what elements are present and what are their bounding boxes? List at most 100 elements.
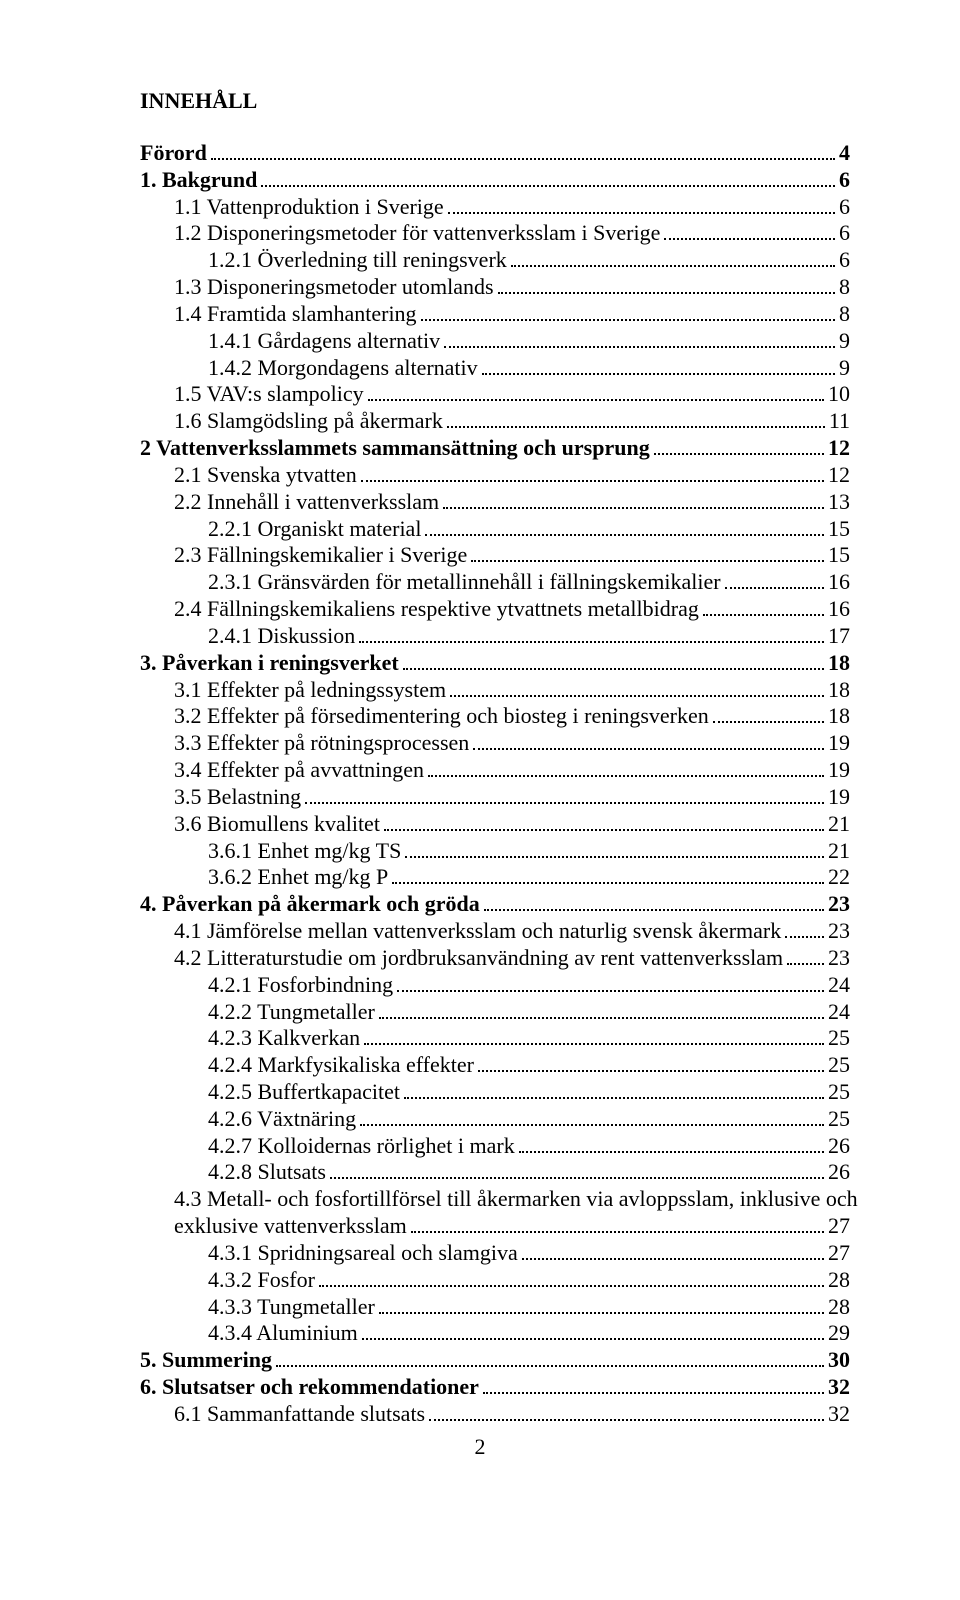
toc-leader-dots bbox=[319, 1271, 824, 1287]
toc-entry-page: 21 bbox=[828, 811, 850, 838]
toc-entry-page: 9 bbox=[839, 355, 850, 382]
toc-leader-dots bbox=[421, 305, 835, 321]
toc-entry-label: 4.2.7 Kolloidernas rörlighet i mark bbox=[208, 1133, 515, 1160]
toc-entry: 1.4.1 Gårdagens alternativ 9 bbox=[140, 328, 850, 355]
toc-entry: 4.2.3 Kalkverkan25 bbox=[140, 1025, 850, 1052]
toc-entry-label: 4.2.5 Buffertkapacitet bbox=[208, 1079, 400, 1106]
toc-leader-dots bbox=[397, 976, 824, 992]
toc-entry-page: 18 bbox=[828, 650, 850, 677]
toc-leader-dots bbox=[471, 547, 824, 563]
toc-entry: 2 Vattenverksslammets sammansättning och… bbox=[140, 435, 850, 462]
toc-entry-page: 27 bbox=[828, 1240, 850, 1267]
toc-entry-page: 32 bbox=[828, 1401, 850, 1428]
toc-entry-label: 6.1 Sammanfattande slutsats bbox=[174, 1401, 425, 1428]
toc-entry-label: 4.1 Jämförelse mellan vattenverksslam oc… bbox=[174, 918, 781, 945]
toc-entry-page: 25 bbox=[828, 1052, 850, 1079]
toc-entry-page: 25 bbox=[828, 1025, 850, 1052]
toc-entry: 1.6 Slamgödsling på åkermark11 bbox=[140, 408, 850, 435]
toc-entry-label: 1.4.2 Morgondagens alternativ bbox=[208, 355, 478, 382]
toc-entry-page: 21 bbox=[828, 838, 850, 865]
toc-entry: 4.3.4 Aluminium29 bbox=[140, 1320, 850, 1347]
toc-entry-label: 4.2.8 Slutsats bbox=[208, 1159, 326, 1186]
toc-entry-page: 9 bbox=[839, 328, 850, 355]
toc-entry: 3.2 Effekter på försedimentering och bio… bbox=[140, 703, 850, 730]
toc-entry-page: 28 bbox=[828, 1267, 850, 1294]
toc-leader-dots bbox=[787, 949, 824, 965]
toc-entry-page: 8 bbox=[839, 274, 850, 301]
toc-leader-dots bbox=[404, 1083, 824, 1099]
toc-entry-label: 4.3.1 Spridningsareal och slamgiva bbox=[208, 1240, 518, 1267]
toc-leader-dots bbox=[360, 1110, 824, 1126]
toc-entry-page: 8 bbox=[839, 301, 850, 328]
toc-entry-label: 4.3.2 Fosfor bbox=[208, 1267, 315, 1294]
toc-entry-page: 6 bbox=[839, 220, 850, 247]
toc-leader-dots bbox=[359, 627, 824, 643]
toc-leader-dots bbox=[428, 761, 824, 777]
toc-entry: 4.2.2 Tungmetaller24 bbox=[140, 999, 850, 1026]
toc-entry-label: 3.5 Belastning bbox=[174, 784, 301, 811]
toc-entry-page: 13 bbox=[828, 489, 850, 516]
toc-entry-label: 4.2.6 Växtnäring bbox=[208, 1106, 356, 1133]
toc-entry: 1. Bakgrund 6 bbox=[140, 167, 850, 194]
toc-entry-page: 6 bbox=[839, 247, 850, 274]
toc-entry-page: 12 bbox=[828, 435, 850, 462]
toc-entry-page: 15 bbox=[828, 542, 850, 569]
toc-entry-page: 11 bbox=[829, 408, 850, 435]
toc-entry-label: 4.3.3 Tungmetaller bbox=[208, 1294, 375, 1321]
toc-page: INNEHÅLL Förord41. Bakgrund61.1 Vattenpr… bbox=[0, 0, 960, 1488]
toc-leader-dots bbox=[448, 198, 835, 214]
toc-leader-dots bbox=[725, 574, 824, 590]
toc-entry-page: 30 bbox=[828, 1347, 850, 1374]
toc-entry-label: 2 Vattenverksslammets sammansättning och… bbox=[140, 435, 650, 462]
toc-entry-label: 1.2.1 Överledning till reningsverk bbox=[208, 247, 507, 274]
toc-entry-label: 5. Summering bbox=[140, 1347, 272, 1374]
toc-entry: 2.4 Fällningskemikaliens respektive ytva… bbox=[140, 596, 850, 623]
toc-entry: 1.2.1 Överledning till reningsverk 6 bbox=[140, 247, 850, 274]
toc-leader-dots bbox=[473, 735, 824, 751]
toc-entry-page: 29 bbox=[828, 1320, 850, 1347]
toc-entry-page: 6 bbox=[839, 167, 850, 194]
toc-entry: 4.2.4 Markfysikaliska effekter25 bbox=[140, 1052, 850, 1079]
toc-entry-label: 2.2 Innehåll i vattenverksslam bbox=[174, 489, 439, 516]
toc-entry-label: 3.1 Effekter på ledningssystem bbox=[174, 677, 446, 704]
toc-leader-dots bbox=[478, 1057, 824, 1073]
toc-leader-dots bbox=[384, 815, 824, 831]
toc-leader-dots bbox=[522, 1244, 824, 1260]
toc-entry-page: 26 bbox=[828, 1133, 850, 1160]
toc-entry-page: 23 bbox=[828, 891, 850, 918]
toc-entry-page: 19 bbox=[828, 730, 850, 757]
toc-entry-label: 1. Bakgrund bbox=[140, 167, 257, 194]
toc-entry: 2.2.1 Organiskt material15 bbox=[140, 516, 850, 543]
toc-leader-dots bbox=[482, 359, 835, 375]
toc-entry: 1.5 VAV:s slampolicy10 bbox=[140, 381, 850, 408]
toc-entry-page: 26 bbox=[828, 1159, 850, 1186]
toc-entry-label: 4.2 Litteraturstudie om jordbruksanvändn… bbox=[174, 945, 783, 972]
toc-entry-page: 23 bbox=[828, 945, 850, 972]
toc-entry-label: 4.2.2 Tungmetaller bbox=[208, 999, 375, 1026]
toc-entry-label: 4.2.1 Fosforbindning bbox=[208, 972, 393, 999]
toc-title: INNEHÅLL bbox=[140, 88, 850, 114]
toc-leader-dots bbox=[379, 1298, 824, 1314]
toc-entry: 1.3 Disponeringsmetoder utomlands8 bbox=[140, 274, 850, 301]
toc-entry-label: 1.1 Vattenproduktion i Sverige bbox=[174, 194, 444, 221]
toc-entry-page: 19 bbox=[828, 784, 850, 811]
toc-entry-label: 3.2 Effekter på försedimentering och bio… bbox=[174, 703, 709, 730]
toc-entry-label: 3.3 Effekter på rötningsprocessen bbox=[174, 730, 469, 757]
toc-leader-dots bbox=[261, 171, 835, 187]
toc-entry: 1.4.2 Morgondagens alternativ 9 bbox=[140, 355, 850, 382]
toc-entry-label: 3. Påverkan i reningsverket bbox=[140, 650, 399, 677]
toc-entry-label: 1.4 Framtida slamhantering bbox=[174, 301, 417, 328]
toc-leader-dots bbox=[483, 1378, 824, 1394]
toc-leader-dots bbox=[276, 1352, 824, 1368]
toc-entry: 4.2.5 Buffertkapacitet25 bbox=[140, 1079, 850, 1106]
toc-leader-dots bbox=[425, 520, 824, 536]
toc-entry: 2.3.1 Gränsvärden för metallinnehåll i f… bbox=[140, 569, 850, 596]
toc-entry: 4.3.1 Spridningsareal och slamgiva 27 bbox=[140, 1240, 850, 1267]
toc-entry-label: 2.4.1 Diskussion bbox=[208, 623, 355, 650]
toc-entry-page: 19 bbox=[828, 757, 850, 784]
toc-leader-dots bbox=[305, 788, 824, 804]
toc-entry-label: 1.4.1 Gårdagens alternativ bbox=[208, 328, 440, 355]
toc-entry: 3. Påverkan i reningsverket 18 bbox=[140, 650, 850, 677]
toc-leader-dots bbox=[498, 279, 835, 295]
toc-entry: 3.6.1 Enhet mg/kg TS21 bbox=[140, 838, 850, 865]
